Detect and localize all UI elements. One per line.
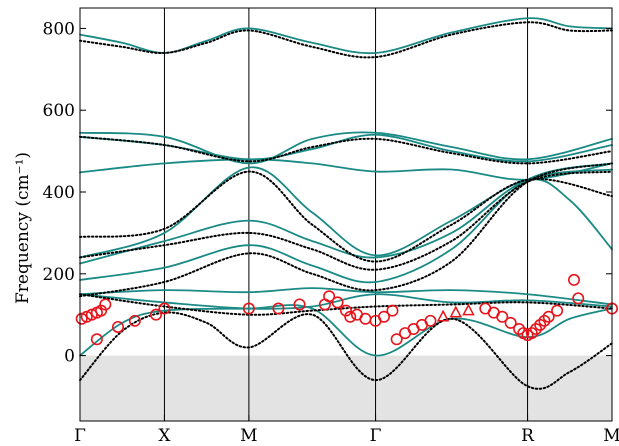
data-circle bbox=[95, 304, 108, 317]
y-axis-ticks: 0 200 400 600 800 bbox=[43, 19, 612, 367]
solid-branch bbox=[79, 287, 613, 306]
data-triangle bbox=[449, 305, 463, 318]
data-circle bbox=[386, 304, 399, 317]
dotted-branch bbox=[79, 293, 613, 316]
y-tick-label: 0 bbox=[64, 347, 75, 367]
data-circle bbox=[567, 273, 580, 286]
y-tick-label: 800 bbox=[43, 19, 75, 39]
y-tick-label: 600 bbox=[43, 101, 75, 121]
data-circle bbox=[90, 333, 103, 346]
x-tick-label: Γ bbox=[74, 426, 86, 446]
dotted-branch bbox=[79, 135, 613, 165]
data-circle bbox=[390, 333, 403, 346]
data-circle bbox=[331, 296, 344, 309]
data-circle bbox=[424, 314, 437, 327]
y-tick-label: 400 bbox=[43, 183, 75, 203]
y-axis-label: Frequency (cm⁻¹) bbox=[13, 152, 33, 304]
data-circle bbox=[534, 318, 547, 331]
solid-branch bbox=[79, 304, 613, 357]
plot-frame bbox=[79, 7, 613, 422]
data-triangle bbox=[462, 303, 475, 316]
data-circle bbox=[525, 327, 538, 340]
solid-branch bbox=[79, 293, 613, 310]
data-circle bbox=[272, 302, 285, 315]
solid-branch bbox=[79, 17, 613, 55]
data-circle bbox=[242, 302, 255, 315]
dotted-branch bbox=[79, 311, 613, 390]
dispersion-series bbox=[79, 17, 613, 390]
data-circle bbox=[551, 304, 564, 317]
solid-branch bbox=[79, 162, 613, 284]
data-circle bbox=[529, 322, 542, 335]
data-circle bbox=[542, 310, 555, 323]
x-tick-label: X bbox=[158, 426, 171, 446]
imaginary-region bbox=[80, 355, 612, 421]
high-symmetry-lines bbox=[163, 8, 529, 421]
data-circle bbox=[504, 316, 517, 329]
imaginary-band bbox=[80, 355, 612, 421]
data-circle bbox=[339, 304, 352, 317]
solid-branch bbox=[79, 131, 613, 165]
data-circle bbox=[158, 302, 171, 315]
data-circle bbox=[128, 314, 141, 327]
data-circle bbox=[513, 322, 526, 335]
data-circle bbox=[359, 312, 372, 325]
data-triangle bbox=[436, 309, 450, 322]
data-circle bbox=[377, 310, 390, 323]
data-circle bbox=[112, 320, 125, 333]
data-circle bbox=[496, 310, 509, 323]
data-circle bbox=[344, 310, 357, 323]
data-circle bbox=[538, 314, 551, 327]
y-tick-label: 200 bbox=[43, 265, 75, 285]
dotted-branch bbox=[79, 162, 613, 298]
x-tick-label: R bbox=[521, 426, 535, 446]
x-tick-label: M bbox=[603, 426, 619, 446]
dotted-branch bbox=[79, 170, 613, 263]
data-circle bbox=[572, 292, 585, 305]
dotted-branch bbox=[79, 21, 613, 59]
data-circle bbox=[99, 298, 112, 311]
x-tick-label: M bbox=[240, 426, 257, 446]
dotted-branch bbox=[79, 170, 613, 271]
solid-branch bbox=[79, 133, 613, 163]
x-tick-label: Γ bbox=[370, 426, 382, 446]
solid-branch bbox=[79, 168, 613, 265]
experimental-markers bbox=[75, 273, 618, 346]
solid-branch bbox=[79, 166, 613, 259]
data-circle bbox=[293, 298, 306, 311]
data-circle bbox=[150, 308, 163, 321]
data-circle bbox=[323, 290, 336, 303]
